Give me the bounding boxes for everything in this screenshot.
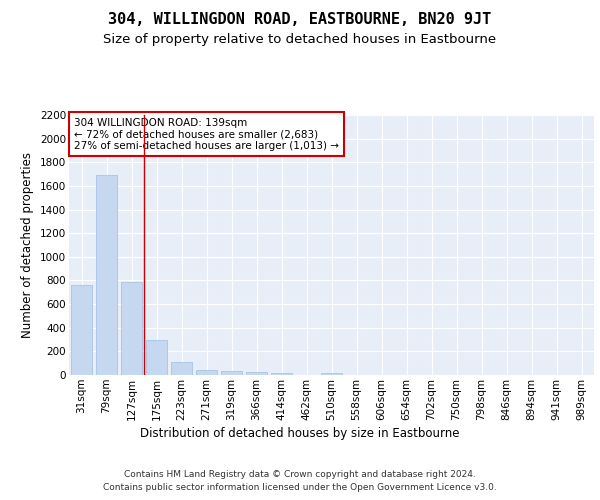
Bar: [321, 372, 342, 375]
Text: Contains HM Land Registry data © Crown copyright and database right 2024.
Contai: Contains HM Land Registry data © Crown c…: [103, 470, 497, 492]
Bar: [271, 372, 292, 375]
Bar: [246, 372, 267, 375]
Bar: [146, 340, 167, 375]
Bar: [96, 176, 117, 375]
Bar: [171, 362, 192, 375]
Text: Size of property relative to detached houses in Eastbourne: Size of property relative to detached ho…: [103, 32, 497, 46]
Y-axis label: Number of detached properties: Number of detached properties: [22, 152, 34, 338]
Bar: [221, 372, 242, 375]
Bar: [121, 282, 142, 375]
Text: 304, WILLINGDON ROAD, EASTBOURNE, BN20 9JT: 304, WILLINGDON ROAD, EASTBOURNE, BN20 9…: [109, 12, 491, 28]
Text: Distribution of detached houses by size in Eastbourne: Distribution of detached houses by size …: [140, 428, 460, 440]
Bar: [71, 285, 92, 375]
Text: 304 WILLINGDON ROAD: 139sqm
← 72% of detached houses are smaller (2,683)
27% of : 304 WILLINGDON ROAD: 139sqm ← 72% of det…: [74, 118, 339, 151]
Bar: [196, 370, 217, 375]
